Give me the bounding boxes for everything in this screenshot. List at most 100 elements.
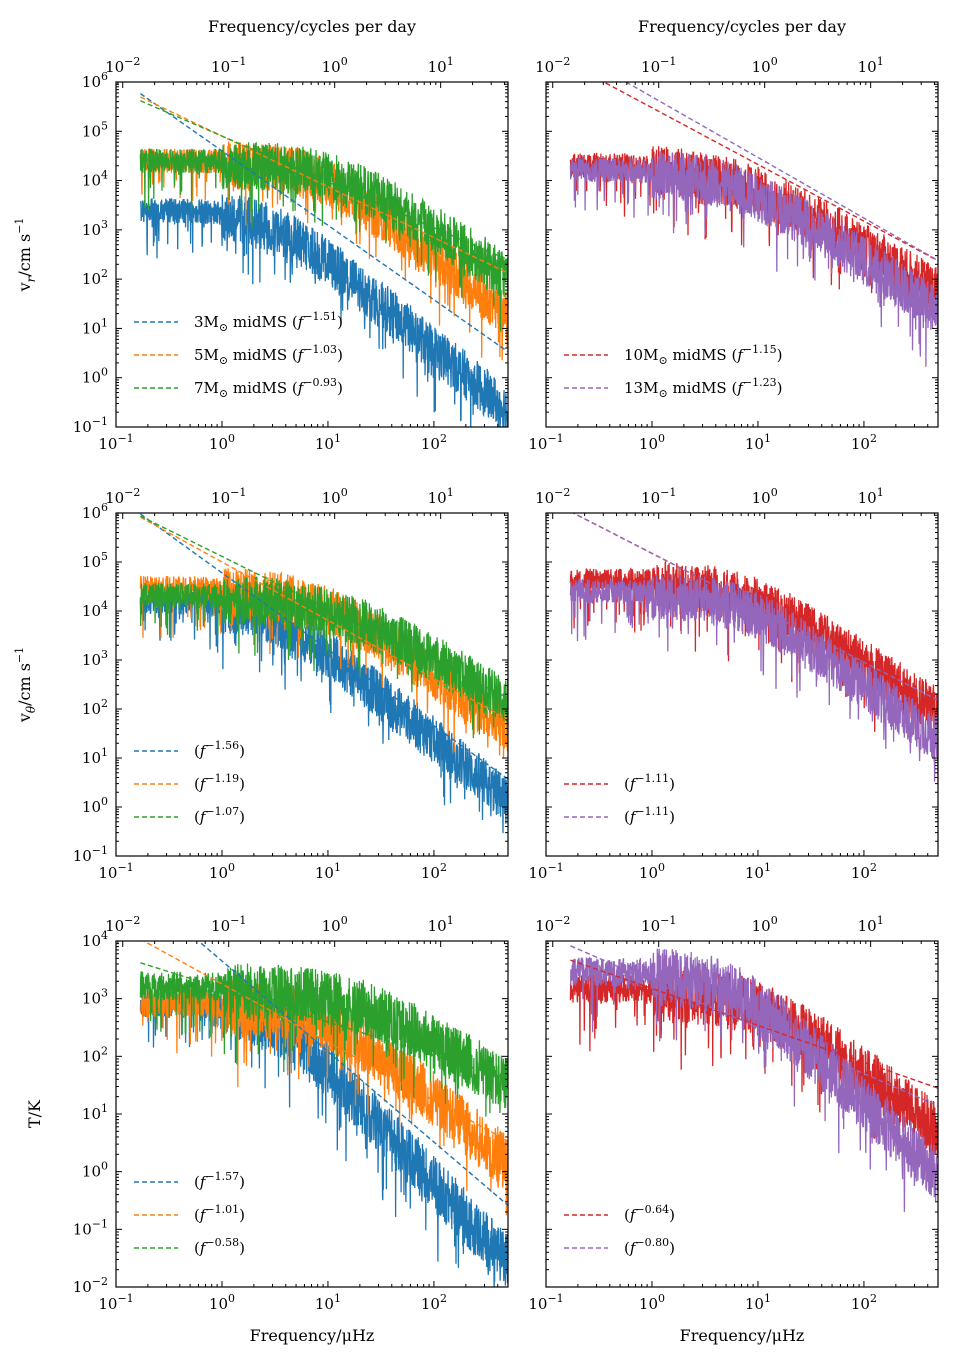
y-tick-label: 10−2 <box>73 1275 108 1296</box>
legend-label-3M: (f−1.57) <box>194 1170 245 1191</box>
legend-label-13M: 13M⊙ midMS (f−1.23) <box>624 376 782 400</box>
spectrum-3M <box>139 194 508 427</box>
x-tick-label: 100 <box>209 432 235 453</box>
y-tick-label: 101 <box>82 746 108 767</box>
panel-vt-low: 10−1 100 101 102 10−2 10−1 100 101 10−1 100 101 102… <box>13 486 509 882</box>
top-x-tick-label: 101 <box>858 914 884 935</box>
x-tick-label: 101 <box>315 1292 341 1313</box>
legend-vr-low: 3M⊙ midMS (f−1.51) 5M⊙ midMS (f−1.03) 7M⊙ … <box>134 310 343 400</box>
y-tick-label: 105 <box>82 550 108 571</box>
top-x-tick-label: 10−1 <box>641 486 676 507</box>
top-axis-title: Frequency/cycles per day <box>638 17 846 36</box>
legend-label-10M: (f−0.64) <box>624 1203 675 1224</box>
x-tick-label: 101 <box>745 861 771 882</box>
top-x-tick-label: 10−2 <box>535 914 570 935</box>
y-tick-label: 101 <box>82 316 108 337</box>
top-x-tick-label: 100 <box>752 914 778 935</box>
fit-line-13M <box>624 82 938 262</box>
fit-line-10M <box>602 82 938 262</box>
top-x-tick-label: 10−2 <box>105 486 140 507</box>
legend-label-10M: (f−1.11) <box>624 772 675 793</box>
spectrum-13M <box>569 151 938 367</box>
y-tick-label: 106 <box>82 501 108 522</box>
legend-label-13M: (f−1.11) <box>624 805 675 826</box>
y-tick-label: 103 <box>82 218 108 239</box>
top-x-tick-label: 10−1 <box>641 55 676 76</box>
top-x-tick-label: 100 <box>322 55 348 76</box>
top-x-tick-label: 10−2 <box>105 914 140 935</box>
y-axis-title: T/K <box>25 1099 44 1128</box>
fits-vt-high <box>571 513 938 701</box>
legend-vr-high: 10M⊙ midMS (f−1.15) 13M⊙ midMS (f−1.23) <box>564 343 782 400</box>
fits-t-low <box>140 941 508 1206</box>
x-tick-label: 102 <box>851 432 877 453</box>
x-tick-label: 101 <box>745 432 771 453</box>
legend-label-3M: 3M⊙ midMS (f−1.51) <box>194 310 343 334</box>
y-tick-label: 104 <box>82 599 108 620</box>
bottom-axis-title: Frequency/μHz <box>250 1326 375 1345</box>
bottom-axis-title: Frequency/μHz <box>680 1326 805 1345</box>
spectra-t-low <box>139 963 508 1287</box>
x-tick-label: 100 <box>639 1292 665 1313</box>
fits-vr-low <box>140 93 508 353</box>
y-tick-label: 102 <box>82 1044 108 1065</box>
y-tick-label: 104 <box>82 169 108 190</box>
spectrum-7M <box>139 576 508 739</box>
panel-t-high: 10−1 100 101 102 10−2 10−1 100 101 Frequency/μHz… <box>528 914 939 1345</box>
y-tick-label: 10−1 <box>73 844 108 865</box>
legend-vt-low: (f−1.56) (f−1.19) (f−1.07) <box>134 739 245 826</box>
spectrum-5M <box>139 980 508 1216</box>
fit-line-3M <box>197 941 508 1206</box>
top-x-tick-label: 100 <box>322 914 348 935</box>
legend-label-5M: (f−1.01) <box>194 1203 245 1224</box>
x-tick-label: 100 <box>639 861 665 882</box>
svg-text:vr/cm s−1: vr/cm s−1 <box>13 218 38 293</box>
x-tick-label: 102 <box>421 861 447 882</box>
fit-line-5M <box>140 516 508 720</box>
y-tick-label: 106 <box>82 70 108 91</box>
y-tick-label: 102 <box>82 697 108 718</box>
fit-line-3M <box>140 93 508 353</box>
top-x-tick-label: 101 <box>858 486 884 507</box>
spectra-t-high <box>569 948 938 1212</box>
x-tick-label: 10−1 <box>98 432 133 453</box>
y-tick-label: 101 <box>82 1102 108 1123</box>
spectra-vt-low <box>139 568 508 834</box>
fit-line-7M <box>140 515 508 699</box>
spectrum-7M <box>139 142 508 331</box>
fit-line-13M <box>570 945 938 1107</box>
x-tick-label: 100 <box>209 861 235 882</box>
fit-line-5M <box>142 941 508 1142</box>
fit-line-3M <box>140 513 508 780</box>
y-tick-label: 104 <box>82 929 108 950</box>
y-tick-label: 10−1 <box>73 415 108 436</box>
legend-label-5M: 5M⊙ midMS (f−1.03) <box>194 343 343 367</box>
fits-vr-high <box>602 82 938 262</box>
x-tick-label: 100 <box>209 1292 235 1313</box>
svg-text:T/K: T/K <box>25 1099 44 1128</box>
top-x-tick-label: 10−2 <box>535 486 570 507</box>
svg-text:vθ/cm s−1: vθ/cm s−1 <box>13 647 38 723</box>
top-x-tick-label: 10−1 <box>211 55 246 76</box>
top-x-tick-label: 101 <box>428 55 454 76</box>
fit-line-5M <box>140 96 508 274</box>
x-tick-label: 102 <box>421 432 447 453</box>
top-x-tick-label: 10−2 <box>535 55 570 76</box>
fit-line-7M <box>140 100 508 261</box>
top-x-tick-label: 10−1 <box>211 914 246 935</box>
top-x-tick-label: 101 <box>428 486 454 507</box>
x-tick-label: 10−1 <box>98 1292 133 1313</box>
y-tick-label: 102 <box>82 267 108 288</box>
legend-t-low: (f−1.57) (f−1.01) (f−0.58) <box>134 1170 245 1257</box>
panel-vr-low: 10−1 100 101 102 10−2 10−1 100 101 10−1 100 101 102… <box>13 17 509 453</box>
x-tick-label: 101 <box>315 432 341 453</box>
y-axis-title: vθ/cm s−1 <box>13 647 38 723</box>
spectrum-7M <box>139 963 508 1117</box>
x-tick-label: 10−1 <box>528 432 563 453</box>
legend-label-10M: 10M⊙ midMS (f−1.15) <box>624 343 782 367</box>
top-x-tick-label: 10−1 <box>211 486 246 507</box>
x-tick-label: 10−1 <box>528 1292 563 1313</box>
